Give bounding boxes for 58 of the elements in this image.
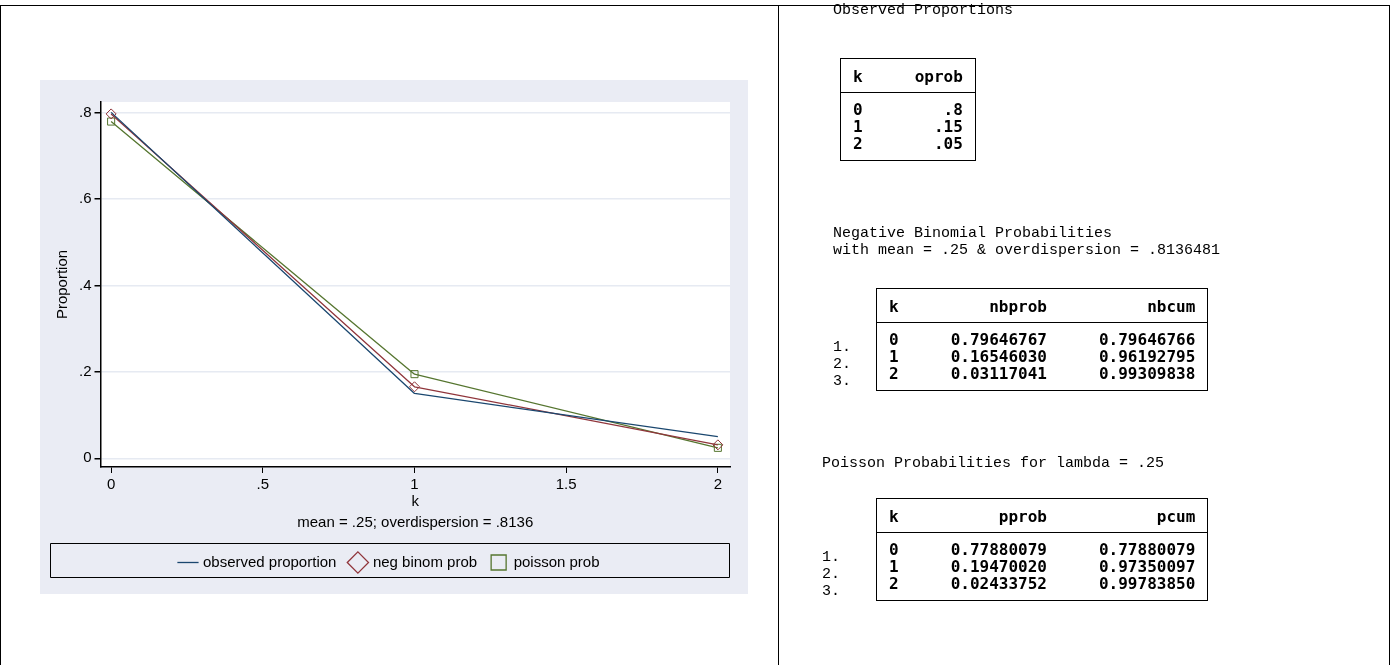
text: 1 (889, 347, 899, 366)
x-axis-title: k (411, 492, 420, 510)
x-tick-label: 2 (713, 475, 723, 493)
text: 0.97350097 (1098, 557, 1196, 576)
text: Negative Binomial Probabilities (833, 225, 1113, 242)
y-tick-label: 0 (83, 448, 92, 466)
x-tick-label: 1 (410, 475, 419, 493)
text: 0.79646766 (1098, 330, 1196, 349)
text: 0.02433752 (950, 574, 1047, 593)
x-tick-label: 0 (106, 475, 116, 493)
category-label: oprob (874, 58, 976, 93)
category-label: pcum (1058, 498, 1208, 533)
text: .8 (943, 100, 963, 119)
category-label: 3. (833, 373, 852, 390)
category-label: 3. (822, 583, 841, 600)
category-label: 2. (833, 356, 852, 373)
text: 1 (853, 117, 863, 136)
legend-label: poisson prob (513, 552, 600, 570)
category-label: pprob (910, 498, 1059, 533)
text: 0 (853, 100, 863, 119)
text: Observed Proportions (833, 2, 1014, 19)
legend-label: observed proportion (202, 552, 337, 570)
text: 0 (889, 330, 899, 349)
category-label: 1. (822, 549, 841, 566)
y-tick-label: .6 (78, 189, 92, 207)
text: with mean = .25 & overdispersion = .8136481 (833, 242, 1221, 259)
text: 0.19470020 (950, 557, 1047, 576)
category-label: 1. (833, 339, 852, 356)
text: Poisson Probabilities for lambda = .25 (822, 455, 1165, 472)
y-tick-label: .8 (78, 102, 92, 120)
text: 0.96192795 (1098, 347, 1196, 366)
text: 1 (889, 557, 899, 576)
text: 0.77880079 (1098, 540, 1196, 559)
x-tick-label: .5 (256, 475, 270, 493)
text: .05 (933, 134, 963, 153)
y-tick-label: .4 (78, 275, 92, 293)
text: 0.03117041 (950, 364, 1047, 383)
category-label: nbcum (1058, 288, 1208, 323)
text: .15 (933, 117, 963, 136)
category-label: k (876, 498, 911, 533)
text: 0.99783850 (1098, 574, 1196, 593)
text: 0.99309838 (1098, 364, 1196, 383)
category-label: 2. (822, 566, 841, 583)
x-tick-label: 1.5 (555, 475, 577, 493)
text: mean = .25; overdispersion = .8136 (297, 512, 534, 530)
text: 0.79646767 (950, 330, 1047, 349)
category-label: k (876, 288, 911, 323)
category-label: k (840, 58, 875, 93)
legend-label: neg binom prob (372, 552, 478, 570)
y-axis-title: Proportion (53, 249, 71, 320)
text: 0 (889, 540, 899, 559)
category-label: nbprob (910, 288, 1059, 323)
text: 2 (889, 574, 899, 593)
text: 2 (853, 134, 863, 153)
y-tick-label: .2 (78, 362, 92, 379)
text: 0.16546030 (950, 347, 1047, 366)
text: 0.77880079 (950, 540, 1047, 559)
text: 2 (889, 364, 899, 383)
